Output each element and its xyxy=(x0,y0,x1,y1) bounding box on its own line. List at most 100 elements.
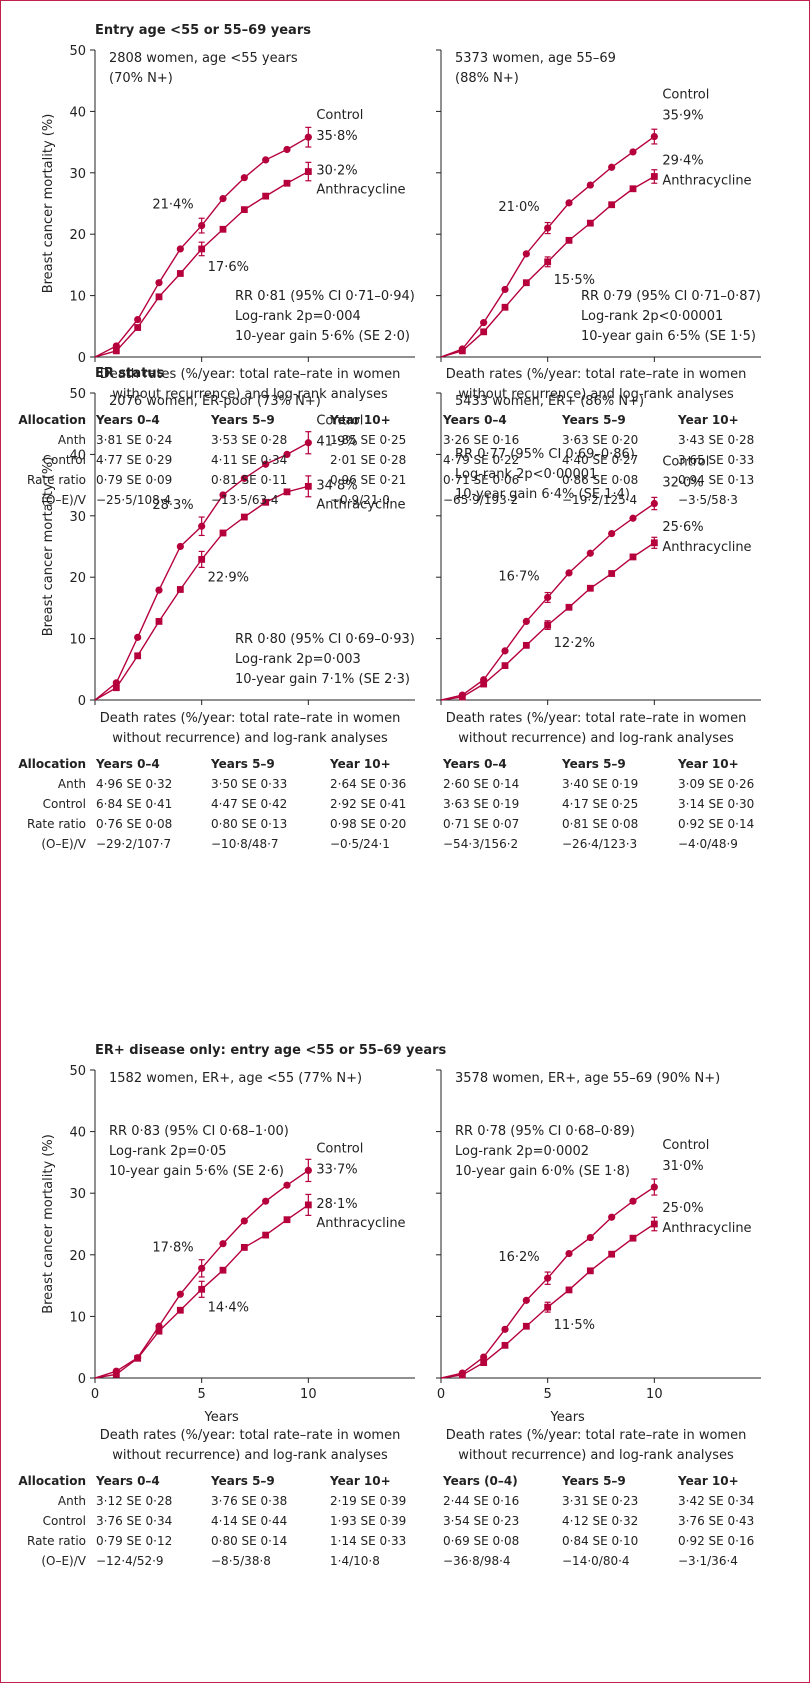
t2-cell: −26·4/123·3 xyxy=(562,837,637,851)
p6-anthracycline-point xyxy=(522,1322,530,1330)
p6-control-end-value: 31·0% xyxy=(662,1159,703,1174)
p6-stats-line: Log-rank 2p=0·0002 xyxy=(455,1144,589,1159)
t2-cell: 3·14 SE 0·30 xyxy=(678,797,754,811)
p3-anthracycline-point xyxy=(155,618,163,625)
t1-cell: 0·94 SE 0·13 xyxy=(678,473,754,487)
t1-cell: −13·5/63·4 xyxy=(211,493,279,507)
t2-cell: −54·3/156·2 xyxy=(443,837,518,851)
p6-anthracycline-point xyxy=(480,1359,488,1366)
t2-col-header: Years 0–4 xyxy=(442,757,507,771)
p1-y-tick-label: 10 xyxy=(69,290,86,305)
p5-stats-line: RR 0·83 (95% CI 0·68–1·00) xyxy=(109,1124,289,1139)
p4-anthracycline-end-value: 25·6% xyxy=(662,520,703,535)
p3-y-tick-label: 10 xyxy=(69,633,86,648)
p5-stats-line: Log-rank 2p=0·05 xyxy=(109,1144,226,1159)
p5-y-tick-label: 40 xyxy=(69,1126,86,1141)
t1-row-label: Anth xyxy=(58,433,86,447)
t3-cell: 0·84 SE 0·10 xyxy=(562,1534,638,1548)
t3-cell: −3·1/36·4 xyxy=(678,1554,738,1568)
t2-cell: 2·92 SE 0·41 xyxy=(330,797,406,811)
p3-control-name: Control xyxy=(316,414,363,429)
p2-anthracycline-end-value: 29·4% xyxy=(662,153,703,168)
p2-control-name: Control xyxy=(662,88,709,103)
p5-anthracycline-point xyxy=(262,1231,270,1239)
t2-col-header: Years 5–9 xyxy=(210,757,275,771)
p3-y-tick-label: 50 xyxy=(69,387,86,402)
t3-col-header: Years 5–9 xyxy=(561,1474,626,1488)
t2-col-header: Year 10+ xyxy=(329,757,391,771)
p4-anthracycline-point xyxy=(522,641,530,649)
p3-y-tick-label: 0 xyxy=(78,694,86,709)
p4-control-point xyxy=(608,530,616,538)
p1-control-name: Control xyxy=(316,108,363,123)
p1-y-tick-label: 40 xyxy=(69,105,86,120)
t2-col-header: Years 0–4 xyxy=(95,757,160,771)
p5-anthracycline-point xyxy=(240,1244,248,1251)
p2-control-point xyxy=(629,148,637,156)
p2-subtitle: 5373 women, age 55–69 xyxy=(455,51,616,66)
p3-stats-line: 10-year gain 7·1% (SE 2·3) xyxy=(235,672,410,687)
p5-anthracycline-5y-label: 14·4% xyxy=(208,1300,249,1315)
p4-anthracycline-point xyxy=(565,603,573,611)
t2-row-label: (O–E)/V xyxy=(41,837,86,851)
p3-anthracycline-point xyxy=(219,529,227,537)
t1-col-header: Years 0–4 xyxy=(95,413,160,427)
p2-stats-line: RR 0·79 (95% CI 0·71–0·87) xyxy=(581,289,761,304)
p5-anthracycline-name: Anthracycline xyxy=(316,1216,405,1231)
p4-control-name: Control xyxy=(662,455,709,470)
t1-cell: 3·63 SE 0·20 xyxy=(562,433,638,447)
p3-anthracycline-5y-label: 22·9% xyxy=(208,570,249,585)
p3-control-point xyxy=(134,633,142,641)
t2-caption-left: Death rates (%/year: total rate–rate in … xyxy=(100,711,401,726)
p6-control-point xyxy=(480,1353,488,1361)
t1-col-header: Year 10+ xyxy=(329,413,391,427)
t1-col-header: Years 5–9 xyxy=(210,413,275,427)
p1-section-title: Entry age <55 or 55–69 years xyxy=(95,23,311,38)
t3-cell: −14·0/80·4 xyxy=(562,1554,630,1568)
p2-control-point xyxy=(501,285,509,294)
p3-anthracycline-point xyxy=(112,684,120,692)
p1-anthracycline-point xyxy=(219,225,227,233)
p1-subtitle: 2808 women, age <55 years xyxy=(109,51,298,66)
t1-col-header: Years 5–9 xyxy=(561,413,626,427)
t1-cell: 4·40 SE 0·27 xyxy=(562,453,638,467)
t1-cell: 3·43 SE 0·28 xyxy=(678,433,754,447)
t3-cell: 0·69 SE 0·08 xyxy=(443,1534,519,1548)
p3-y-tick-label: 40 xyxy=(69,448,86,463)
t1-cell: 0·71 SE 0·06 xyxy=(443,473,519,487)
p6-anthracycline-name: Anthracycline xyxy=(662,1221,751,1236)
p2-subtitle: (88% N+) xyxy=(455,71,519,86)
t3-cell: 3·31 SE 0·23 xyxy=(562,1494,638,1508)
p6-anthracycline-point xyxy=(608,1250,616,1258)
t2-cell: 2·64 SE 0·36 xyxy=(330,777,406,791)
t1-caption-left: Death rates (%/year: total rate–rate in … xyxy=(100,367,401,382)
p2-anthracycline-point xyxy=(522,279,530,287)
p4-anthracycline-name: Anthracycline xyxy=(662,540,751,555)
p3-control-point xyxy=(283,450,291,458)
p5-control-point xyxy=(262,1197,270,1205)
t3-cell: 1·93 SE 0·39 xyxy=(330,1514,406,1528)
t3-cell: 1·14 SE 0·33 xyxy=(330,1534,406,1548)
t3-col-header: Years (0–4) xyxy=(442,1474,518,1488)
t3-row-label: Rate ratio xyxy=(27,1534,86,1548)
p1-control-point xyxy=(176,245,184,253)
t1-cell: 3·81 SE 0·24 xyxy=(96,433,172,447)
p3-control-point xyxy=(155,586,163,594)
t2-cell: −29·2/107·7 xyxy=(96,837,171,851)
t3-cell: 3·12 SE 0·28 xyxy=(96,1494,172,1508)
t2-col-header: Year 10+ xyxy=(677,757,739,771)
t2-caption-right: Death rates (%/year: total rate–rate in … xyxy=(446,711,747,726)
p3-control-5y-label: 28·3% xyxy=(152,498,193,513)
p5-x-axis-label: Years xyxy=(204,1410,240,1425)
p6-anthracycline-point xyxy=(565,1286,573,1294)
p1-stats-line: RR 0·81 (95% CI 0·71–0·94) xyxy=(235,289,415,304)
p3-control-point xyxy=(219,491,227,499)
p1-y-axis-label: Breast cancer mortality (%) xyxy=(41,114,56,294)
p3-anthracycline-name: Anthracycline xyxy=(316,497,405,512)
t3-cell: 2·44 SE 0·16 xyxy=(443,1494,519,1508)
p1-y-tick-label: 30 xyxy=(69,167,86,182)
t2-caption-left: without recurrence) and log-rank analyse… xyxy=(112,731,388,746)
p3-control-point xyxy=(176,542,184,551)
p3-stats-line: RR 0·80 (95% CI 0·69–0·93) xyxy=(235,632,415,647)
p4-control-point xyxy=(629,514,637,522)
